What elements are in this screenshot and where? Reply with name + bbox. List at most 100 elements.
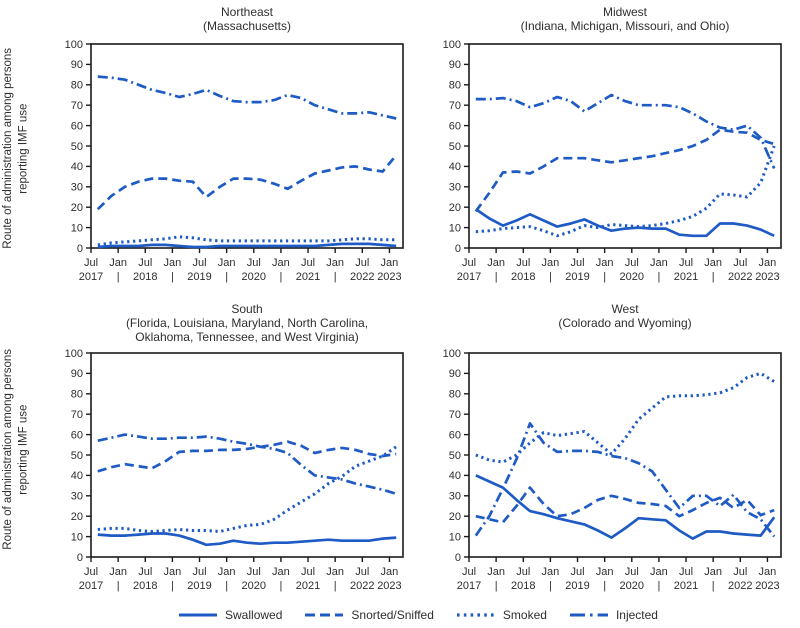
chart-subtitle-line: (Colorado and Wyoming) — [558, 316, 691, 330]
y-axis: 0 10 20 30 40 50 60 70 80 90 100 — [443, 39, 469, 255]
y-tick-label: 60 — [71, 429, 83, 441]
x-tick-label-year: 2020 — [242, 271, 266, 283]
x-tick-label-year: 2023 — [377, 580, 401, 592]
x-tick-label-month: Jul — [625, 257, 639, 269]
x-tick-label-year: | — [549, 271, 552, 283]
y-axis-label-text: Route of administration among persons re… — [1, 349, 32, 550]
legend: Swallowed Snorted/Sniffed Smoked Injected — [0, 602, 800, 628]
chart-svg-west: West(Colorado and Wyoming) 0 10 20 30 40 50 60 7… — [443, 302, 782, 592]
x-tick-label-month: Jul — [192, 257, 206, 269]
chart-subtitle-line: (Florida, Louisiana, Maryland, North Car… — [126, 316, 368, 330]
x-tick-label-year: 2020 — [620, 271, 644, 283]
x-tick-label-year: 2023 — [377, 271, 401, 283]
legend-line-solid — [179, 613, 218, 617]
legend-item-injected: Injected — [569, 608, 658, 622]
series-injected — [474, 422, 776, 538]
x-tick-label-year: | — [495, 580, 498, 592]
chart-svg-northeast: Northeast(Massachusetts) 0 10 20 30 40 50 60 70 8… — [65, 5, 404, 283]
y-tick-label: 10 — [71, 222, 83, 234]
x-tick-label-year: | — [279, 271, 282, 283]
x-tick-label-year: 2017 — [79, 580, 103, 592]
x-tick-label-month: Jul — [247, 257, 261, 269]
series-swallowed — [475, 474, 776, 540]
plot-frame — [468, 43, 782, 249]
legend-line-dotted — [456, 613, 495, 617]
y-tick-label: 30 — [449, 491, 461, 503]
y-tick-label: 50 — [71, 450, 83, 462]
y-tick-label: 70 — [71, 409, 83, 421]
x-tick-label-year: | — [549, 580, 552, 592]
y-axis-label-line2: reporting IMF use — [18, 103, 30, 194]
y-tick-label: 20 — [71, 511, 83, 523]
y-tick-label: 80 — [71, 389, 83, 401]
x-tick-label-year: 2021 — [296, 271, 320, 283]
legend-item-smoked: Smoked — [456, 608, 547, 622]
y-tick-label: 10 — [71, 531, 83, 543]
x-tick-label-month: Jan — [381, 257, 399, 269]
x-tick-label-month: Jan — [650, 566, 668, 578]
y-tick-label: 10 — [449, 222, 461, 234]
x-tick-label-year: 2021 — [674, 580, 698, 592]
y-tick-label: 30 — [71, 491, 83, 503]
x-tick-label-year: | — [225, 580, 228, 592]
x-tick-label-month: Jul — [625, 566, 639, 578]
x-tick-label-year: 2019 — [565, 580, 589, 592]
chart-subtitle-line: Oklahoma, Tennessee, and West Virginia) — [135, 330, 358, 344]
y-axis: 0 10 20 30 40 50 60 70 80 90 100 — [65, 39, 91, 255]
legend-label: Snorted/Sniffed — [351, 608, 434, 622]
y-tick-label: 100 — [65, 348, 83, 360]
plot-frame — [90, 352, 404, 558]
legend-label: Swallowed — [225, 608, 283, 622]
y-tick-label: 100 — [65, 39, 83, 51]
x-tick-label-month: Jan — [704, 566, 722, 578]
legend-line-dashed — [305, 613, 344, 617]
y-tick-label: 70 — [449, 409, 461, 421]
x-tick-label-month: Jul — [355, 257, 369, 269]
y-tick-label: 60 — [449, 429, 461, 441]
x-tick-label-year: | — [657, 271, 660, 283]
x-tick-label-month: Jan — [326, 257, 344, 269]
chart-row-bottom: Route of administration among persons re… — [0, 297, 800, 602]
y-tick-label: 30 — [449, 182, 461, 194]
x-tick-label-month: Jan — [381, 566, 399, 578]
y-axis-label-bottom: Route of administration among persons re… — [0, 297, 34, 602]
y-axis-label-line1: Route of administration among persons — [2, 349, 15, 550]
x-tick-label-month: Jul — [84, 257, 98, 269]
legend-label: Injected — [615, 608, 658, 622]
x-tick-label-month: Jul — [247, 566, 261, 578]
x-tick-label-month: Jul — [733, 257, 747, 269]
x-tick-label-month: Jul — [570, 566, 584, 578]
x-tick-label-year: 2018 — [511, 271, 535, 283]
y-tick-label: 30 — [71, 182, 83, 194]
y-tick-label: 40 — [449, 470, 461, 482]
chart-subtitle-line: (Indiana, Michigan, Missouri, and Ohio) — [521, 19, 730, 33]
x-tick-label-month: Jan — [596, 566, 614, 578]
x-tick-label-month: Jul — [462, 566, 476, 578]
x-tick-label-month: Jul — [679, 566, 693, 578]
x-tick-label-year: | — [171, 580, 174, 592]
legend-line-dashdot — [569, 613, 608, 617]
x-tick-label-year: | — [334, 271, 337, 283]
x-tick-label-month: Jul — [192, 566, 206, 578]
x-tick-label-year: 2022 — [350, 580, 374, 592]
x-tick-label-year: | — [117, 580, 120, 592]
y-tick-label: 80 — [449, 389, 461, 401]
y-tick-label: 100 — [443, 348, 461, 360]
x-tick-label-year: 2017 — [457, 580, 481, 592]
x-tick-label-year: | — [712, 580, 715, 592]
x-axis: Jul 2017 Jan | Jul 2018 Jan | Jul 2019 Jan | Jul 2020… — [457, 248, 780, 283]
y-axis: 0 10 20 30 40 50 60 70 80 90 100 — [443, 348, 469, 564]
chart-title: Midwest(Indiana, Michigan, Missouri, and… — [521, 5, 730, 33]
chart-title-line: West — [611, 302, 639, 316]
x-tick-label-month: Jan — [542, 257, 560, 269]
y-axis: 0 10 20 30 40 50 60 70 80 90 100 — [65, 348, 91, 564]
y-tick-label: 70 — [449, 100, 461, 112]
x-tick-label-year: 2018 — [133, 271, 157, 283]
y-tick-label: 80 — [71, 80, 83, 92]
series-swallowed — [97, 242, 397, 249]
x-tick-label-month: Jan — [704, 257, 722, 269]
x-tick-label-month: Jan — [487, 566, 505, 578]
chart-title: Northeast(Massachusetts) — [203, 5, 291, 33]
x-axis: Jul 2017 Jan | Jul 2018 Jan | Jul 2019 Jan | Jul 2020… — [79, 557, 402, 592]
